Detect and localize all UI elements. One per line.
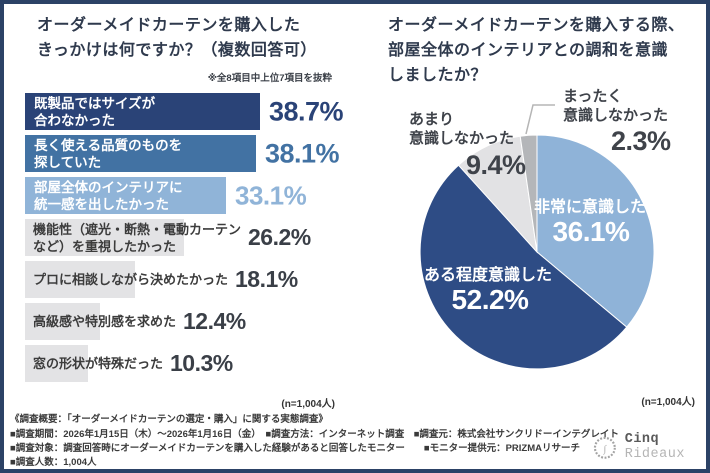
bar-value: 18.1%: [235, 266, 298, 292]
bar-row: 長く使える品質のものを 探していた 38.1%: [25, 135, 340, 172]
bar: [25, 177, 226, 214]
logo-brand: Cinq: [624, 432, 660, 447]
bar-value: 26.2%: [248, 224, 311, 250]
bar-label: 長く使える品質のものを 探していた: [34, 137, 183, 170]
survey-overview-heading: 《調査概要：「オーダーメイドカーテンの選定・購入」に関する実態調査》: [10, 414, 328, 425]
right-chart-title: オーダーメイドカーテンを購入する際、 部屋全体のインテリアとの調和を意識 しまし…: [388, 17, 685, 84]
left-chart-note: ※全8項目中上位7項目を抜粋: [207, 73, 332, 84]
bar-label: 部屋全体のインテリアに 統一感を出したかった: [34, 179, 183, 212]
bar: [25, 345, 88, 382]
pie-slice-value: 36.1%: [552, 216, 630, 247]
bar: [25, 219, 184, 256]
bar: [25, 303, 100, 340]
pie-slice-value: 52.2%: [451, 284, 529, 315]
bar: [25, 135, 256, 172]
logo-brand-sub-text: Rideaux: [624, 447, 685, 462]
logo-wordmark: Cinq Rideaux: [625, 432, 710, 462]
bar: [25, 93, 260, 130]
bar-value: 38.1%: [265, 138, 340, 168]
pie-callout-value: 9.4%: [466, 150, 526, 180]
bar-value: 33.1%: [235, 180, 307, 210]
bar-row: 機能性（遮光・断熱・電動カーテン など）を重視したかった 26.2%: [25, 219, 311, 256]
laurel-wreath-icon: ∫: [593, 436, 616, 459]
bar-row: プロに相談しながら決めたかった 18.1%: [25, 261, 298, 298]
cinq-rideaux-logo: ∫ Cinq Rideaux: [590, 429, 710, 465]
left-chart-title: オーダーメイドカーテンを購入した きっかけは何ですか？（複数回答可）: [37, 17, 317, 59]
left-sample-size: (n=1,004人): [281, 399, 335, 410]
leader-line: [525, 104, 555, 135]
pie-callout-label: あまり 意識しなかった: [409, 111, 515, 147]
bar-label: プロに相談しながら決めたかった: [33, 272, 229, 287]
bar-label: 窓の形状が特殊だった: [33, 356, 164, 371]
pie-slices: [419, 134, 655, 370]
pie-chart: [419, 104, 655, 370]
bar-value: 12.4%: [183, 308, 246, 334]
pie-slice-label: 非常に意識した: [533, 199, 647, 216]
bar-row: 部屋全体のインテリアに 統一感を出したかった 33.1%: [25, 177, 307, 214]
bar-label: 既製品ではサイズが 合わなかった: [34, 95, 156, 128]
survey-target-line: ■調査対象：調査回答時にオーダーメイドカーテンを購入した経験があると回答したモニ…: [10, 443, 581, 454]
survey-count-line: ■調査人数：1,004人: [10, 457, 97, 468]
pie-callout-label: まったく 意識しなかった: [563, 88, 669, 124]
bar-label: 機能性（遮光・断熱・電動カーテン など）を重視したかった: [33, 221, 242, 254]
svg-text:∫: ∫: [603, 444, 608, 455]
bar-label: 高級感や特別感を求めた: [33, 314, 177, 329]
bar-value: 38.7%: [269, 96, 344, 126]
right-sample-size: (n=1,004人): [641, 397, 695, 408]
bar-value: 10.3%: [170, 350, 233, 376]
pie-slice-label: ある程度意識した: [423, 267, 553, 284]
bar-row: 既製品ではサイズが 合わなかった 38.7%: [25, 93, 344, 130]
pie-callout-value: 2.3%: [611, 126, 671, 156]
bar-row: 高級感や特別感を求めた 12.4%: [25, 303, 246, 340]
bar-row: 窓の形状が特殊だった 10.3%: [25, 345, 233, 382]
survey-period-line: ■調査期間：2026年1月15日（木）～2026年1月16日（金） ■調査方法：…: [10, 429, 619, 440]
bar: [25, 261, 135, 298]
